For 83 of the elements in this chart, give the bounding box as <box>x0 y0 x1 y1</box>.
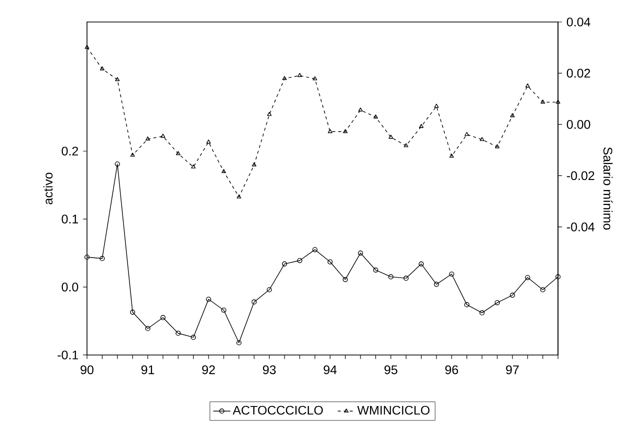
point <box>434 104 439 108</box>
y-axis-title: activo <box>43 172 53 204</box>
point <box>449 272 454 277</box>
point <box>464 302 470 308</box>
point <box>191 164 196 168</box>
point <box>434 282 439 287</box>
x-tick-label: 92 <box>202 365 215 374</box>
point <box>236 340 242 346</box>
point <box>510 292 515 298</box>
point <box>100 66 104 70</box>
point <box>343 129 348 134</box>
x-tick-label: 93 <box>262 365 276 374</box>
point <box>130 152 135 157</box>
x-tick-label: 90 <box>80 365 94 374</box>
y2-tick-label: 0.02 <box>566 68 590 78</box>
point <box>282 76 287 80</box>
point <box>388 134 394 139</box>
point <box>373 267 378 273</box>
x-tick-label: 95 <box>384 365 398 374</box>
point <box>540 100 546 104</box>
point <box>525 83 530 88</box>
y-tick-label: 0.0 <box>62 282 78 292</box>
point <box>145 326 150 332</box>
point <box>464 132 470 136</box>
point <box>176 330 181 336</box>
point <box>388 274 394 280</box>
point <box>160 134 166 138</box>
y-tick-label: 0.2 <box>62 146 78 156</box>
point <box>146 136 150 141</box>
point <box>373 114 378 118</box>
point <box>206 296 212 302</box>
point <box>480 137 484 142</box>
point <box>404 276 409 281</box>
point <box>418 261 424 266</box>
point <box>252 162 256 166</box>
legend-label: ACTOCCCICLO <box>232 406 323 415</box>
point <box>312 247 318 252</box>
x-tick-label: 96 <box>445 365 458 374</box>
y2-tick-label: -0.04 <box>566 222 594 232</box>
point <box>115 77 120 82</box>
point <box>190 334 196 340</box>
point <box>342 277 348 282</box>
point <box>494 300 500 306</box>
y2-tick-label: 0.00 <box>566 120 590 129</box>
x-tick-label: 91 <box>141 365 154 374</box>
point <box>206 140 211 144</box>
point <box>494 144 500 148</box>
point <box>114 161 120 167</box>
y-tick-label: -0.1 <box>58 350 78 360</box>
point <box>160 315 166 320</box>
point <box>328 259 333 264</box>
y2-axis-title: Salario mínimo <box>603 147 613 230</box>
y-tick-label: 0.1 <box>62 214 78 224</box>
legend-label: WMINCICLO <box>357 406 430 415</box>
point <box>252 299 257 305</box>
point <box>176 151 180 156</box>
point <box>358 108 363 112</box>
point <box>297 258 302 264</box>
point <box>267 112 272 116</box>
point <box>84 44 90 49</box>
point <box>419 124 424 128</box>
point <box>358 250 364 256</box>
point <box>540 287 546 292</box>
point <box>312 76 318 80</box>
point <box>404 143 408 148</box>
point <box>221 169 226 174</box>
point <box>556 100 560 104</box>
point <box>510 113 515 118</box>
point <box>266 287 272 292</box>
point <box>130 310 136 315</box>
point <box>449 154 454 158</box>
point <box>100 256 105 262</box>
x-tick-label: 97 <box>506 365 519 374</box>
point <box>221 308 226 313</box>
point <box>236 194 242 198</box>
y2-tick-label: -0.02 <box>566 171 594 180</box>
point <box>282 261 288 266</box>
point <box>328 129 332 134</box>
point <box>525 274 530 280</box>
point <box>297 72 302 77</box>
y2-tick-label: 0.04 <box>566 18 590 26</box>
x-tick-label: 94 <box>324 365 337 374</box>
point <box>479 310 485 316</box>
